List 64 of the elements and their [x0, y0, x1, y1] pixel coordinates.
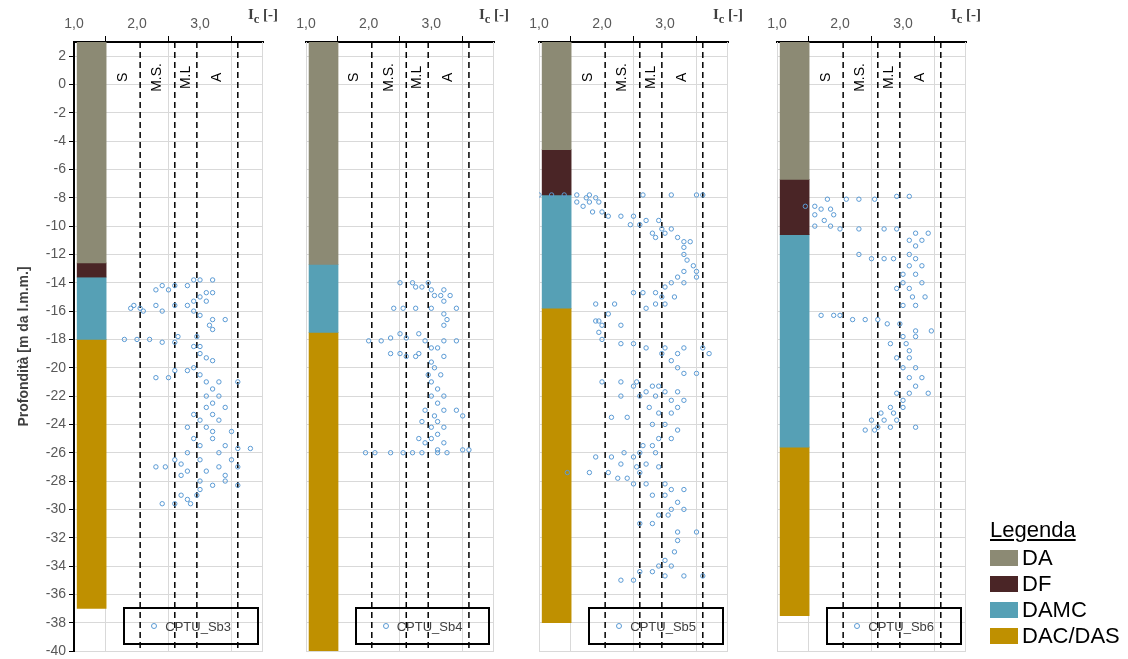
x-axis-title: I$_{c}$ [-]: [949, 6, 983, 27]
ref-line-label: A: [911, 72, 928, 83]
y-tick-label: -24: [45, 415, 67, 432]
y-tick-label: -38: [45, 613, 67, 630]
x-tick-label: 1,0: [296, 15, 316, 32]
x-tick-label: 3,0: [655, 15, 675, 32]
legend-label: CPTU_Sb3: [165, 618, 232, 634]
legend-label: DAMC: [1022, 597, 1087, 623]
ref-line-label: A: [673, 72, 690, 83]
y-tick-label: -34: [45, 556, 67, 573]
ref-line-label: M.S.: [851, 63, 868, 92]
y-tick-label: -12: [45, 245, 67, 262]
y-tick-label: -22: [45, 386, 67, 403]
y-tick-label: -18: [45, 330, 67, 347]
ref-line-label: M.L: [641, 65, 658, 90]
ref-line-label: M.L: [176, 65, 193, 90]
y-tick-label: -16: [45, 301, 67, 318]
legend-label: CPTU_Sb6: [868, 618, 935, 634]
y-tick-label: -10: [45, 216, 67, 233]
y-tick-label: -20: [45, 358, 67, 375]
ref-line-label: M.L: [879, 65, 896, 90]
ref-line-label: M.L: [408, 65, 425, 90]
ref-line-label: A: [208, 72, 225, 83]
y-tick-label: -14: [45, 273, 67, 290]
y-axis-title: Profondità [m da l.m.m.]: [15, 266, 32, 427]
legend-label: CPTU_Sb5: [630, 618, 697, 634]
x-tick-label: 1,0: [64, 15, 84, 32]
ref-line-label: A: [439, 72, 456, 83]
y-tick-label: -4: [53, 132, 67, 148]
x-tick-label: 1,0: [529, 15, 549, 32]
ref-line-label: S: [345, 72, 362, 83]
x-axis-title: I$_{c}$ [-]: [477, 6, 511, 27]
y-tick-label: -30: [45, 500, 67, 517]
ref-line-label: S: [578, 72, 595, 83]
x-tick-label: 3,0: [190, 15, 210, 32]
ref-line-label: S: [816, 72, 833, 83]
legend-label: DA: [1022, 545, 1053, 571]
legend-title: Legenda: [990, 517, 1077, 543]
y-tick-label: -40: [45, 641, 67, 658]
ref-line-label: M.S.: [379, 63, 396, 92]
y-tick-label: -36: [45, 585, 67, 602]
y-tick-label: -32: [45, 528, 67, 545]
y-tick-label: 2: [58, 47, 67, 64]
ref-line-label: M.S.: [148, 63, 165, 92]
y-tick-label: -28: [45, 471, 67, 488]
x-axis-title: I$_{c}$ [-]: [246, 6, 280, 27]
ref-line-label: S: [113, 72, 130, 83]
x-tick-label: 2,0: [127, 15, 147, 32]
x-axis-title: I$_{c}$ [-]: [711, 6, 745, 27]
x-tick-label: 3,0: [893, 15, 913, 32]
y-tick-label: -26: [45, 443, 67, 460]
legend-label: CPTU_Sb4: [396, 618, 463, 634]
x-tick-label: 2,0: [358, 15, 379, 32]
legend-label: DAC/DAS: [1022, 623, 1120, 649]
y-tick-label: -2: [53, 103, 67, 120]
y-tick-label: -6: [53, 160, 67, 177]
y-tick-label: -8: [53, 188, 67, 205]
legend-label: DF: [1022, 571, 1052, 597]
y-tick-label: 0: [58, 75, 67, 92]
x-tick-label: 2,0: [830, 15, 850, 32]
x-tick-label: 1,0: [767, 15, 787, 32]
x-tick-label: 2,0: [592, 15, 612, 32]
x-tick-label: 3,0: [421, 15, 442, 32]
ref-line-label: M.S.: [613, 63, 630, 92]
